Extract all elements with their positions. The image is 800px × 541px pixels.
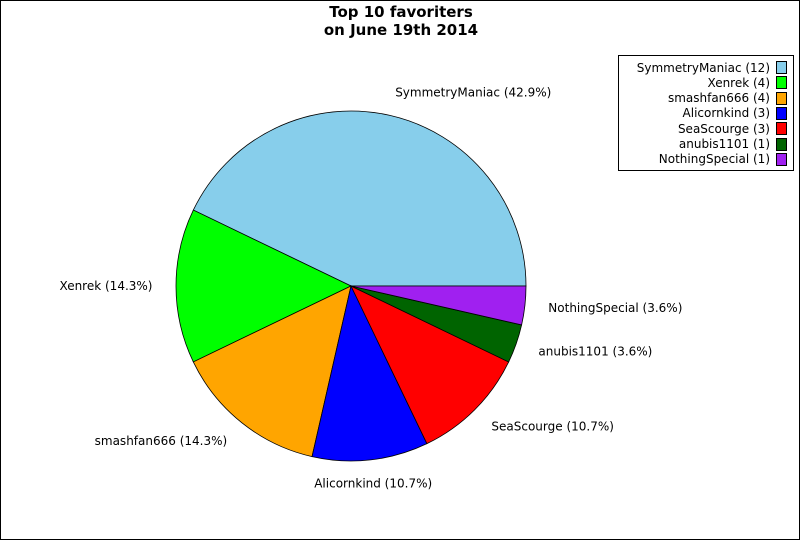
chart-title: Top 10 favoriters on June 19th 2014 [1, 3, 800, 39]
legend-item-smashfan666: smashfan666 (4) [668, 91, 787, 106]
legend-label: NothingSpecial (1) [658, 152, 770, 167]
legend-item-xenrek: Xenrek (4) [708, 75, 787, 90]
legend-label: Xenrek (4) [707, 75, 770, 90]
pie-slice-smashfan666 [192, 285, 352, 458]
legend-item-anubis1101: anubis1101 (1) [679, 137, 787, 152]
legend-swatch [776, 61, 787, 74]
legend-swatch [776, 152, 787, 166]
slice-label-xenrek: Xenrek (14.3%) [60, 279, 153, 293]
legend-swatch [776, 122, 787, 136]
pie-slice-seascourge [350, 285, 510, 445]
chart-title-line-1: Top 10 favoriters [329, 3, 473, 21]
chart-legend: SymmetryManiac (12) Xenrek (4) smashfan666… [618, 55, 794, 171]
legend-item-nothingspecial: NothingSpecial (1) [659, 152, 787, 167]
slice-label-symmetrymaniac: SymmetryManiac (42.9%) [395, 86, 551, 100]
legend-label: Alicornkind (3) [682, 106, 770, 121]
pie-slice-alicornkind [311, 284, 428, 462]
slice-label-smashfan666: smashfan666 (14.3%) [95, 434, 228, 448]
chart-title-line-2: on June 19th 2014 [323, 21, 479, 39]
slice-label-anubis1101: anubis1101 (3.6%) [538, 345, 652, 359]
pie-slice-xenrek [175, 209, 352, 363]
slice-label-alicornkind: Alicornkind (10.7%) [314, 476, 432, 490]
legend-swatch [776, 137, 787, 151]
legend-item-symmetrymaniac: SymmetryManiac (12) [637, 60, 787, 75]
legend-item-alicornkind: Alicornkind (3) [683, 106, 787, 121]
legend-swatch [776, 106, 787, 120]
legend-item-seascourge: SeaScourge (3) [678, 121, 787, 136]
slice-label-nothingspecial: NothingSpecial (3.6%) [548, 301, 682, 315]
slice-label-seascourge: SeaScourge (10.7%) [491, 419, 614, 433]
legend-label: smashfan666 (4) [667, 91, 770, 106]
legend-swatch [776, 76, 787, 90]
legend-label: anubis1101 (1) [678, 137, 770, 151]
legend-swatch [776, 91, 787, 105]
pie-slice-nothingspecial [350, 285, 527, 326]
legend-label: SeaScourge (3) [677, 121, 770, 136]
legend-label: SymmetryManiac (12) [636, 60, 770, 75]
pie-slice-symmetrymaniac [192, 110, 527, 287]
